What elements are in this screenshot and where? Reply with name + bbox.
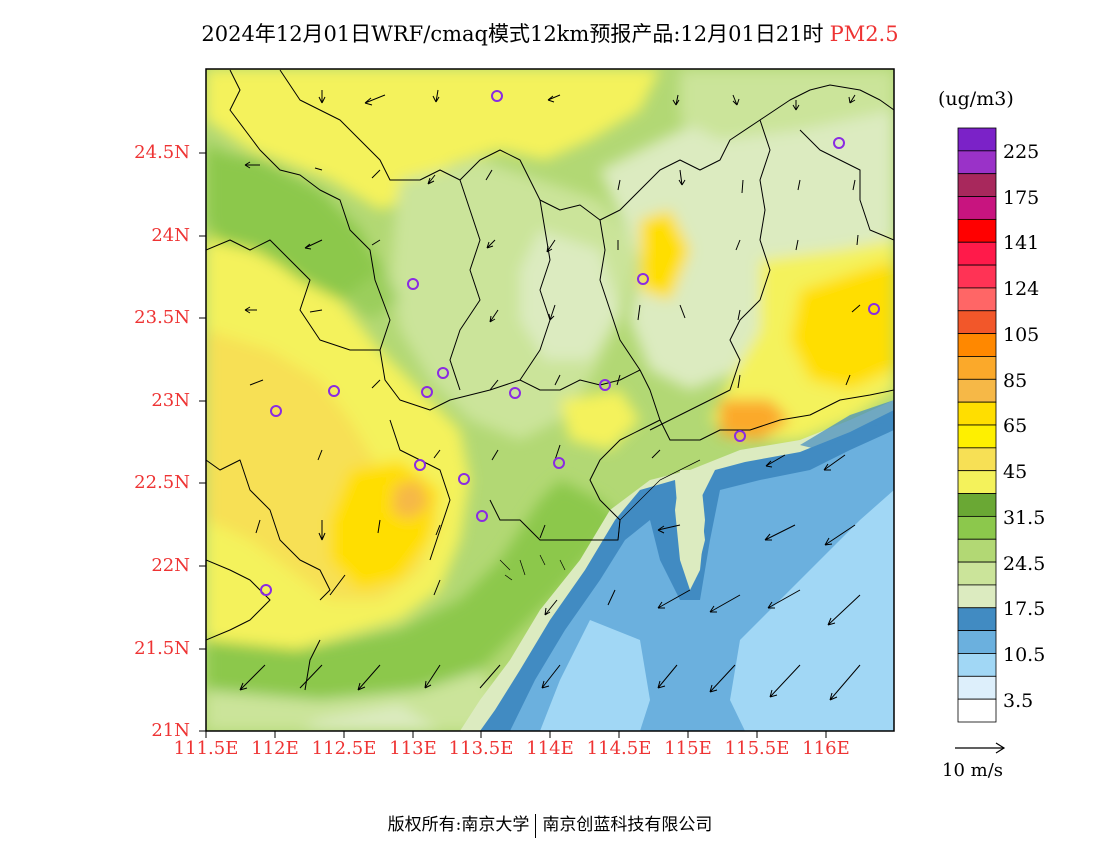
colorbar-swatch <box>957 378 997 403</box>
colorbar-swatch <box>957 584 997 609</box>
lon-tick-label: 116E <box>802 738 850 759</box>
lat-tick-label: 24N <box>151 225 190 246</box>
colorbar-label: 17.5 <box>1003 598 1046 620</box>
colorbar-label: 141 <box>1003 232 1040 254</box>
wind-reference-arrow <box>955 742 1006 754</box>
colorbar-swatch <box>957 653 997 677</box>
colorbar-swatch <box>957 241 997 266</box>
colorbar-swatch <box>957 127 997 152</box>
colorbar-swatch <box>957 173 997 197</box>
colorbar-units: (ug/m3) <box>938 88 1014 110</box>
colorbar-swatch <box>957 356 997 380</box>
colorbar-swatch <box>957 538 997 563</box>
colorbar-swatch <box>957 150 997 175</box>
colorbar-swatch <box>957 287 997 312</box>
lon-tick-label: 113.5E <box>448 738 514 759</box>
lat-tick-label: 23N <box>151 390 190 411</box>
lat-tick-label: 23.5N <box>134 307 190 328</box>
pollutant-label: PM2.5 <box>829 22 899 46</box>
lon-tick-label: 111.5E <box>173 738 239 759</box>
colorbar-swatch <box>957 698 997 723</box>
lon-tick-label: 115E <box>664 738 712 759</box>
colorbar-swatch <box>957 630 997 654</box>
copyright-text: 版权所有:南京大学 <box>387 815 530 835</box>
colorbar-label: 105 <box>1003 324 1040 346</box>
colorbar-swatch <box>957 333 997 357</box>
colorbar-swatch <box>957 264 997 289</box>
lon-tick-label: 112.5E <box>311 738 377 759</box>
colorbar-label: 175 <box>1003 187 1040 209</box>
wind-reference-label: 10 m/s <box>942 760 1003 781</box>
lat-tick-label: 22.5N <box>134 472 190 493</box>
colorbar-label: 65 <box>1003 415 1028 437</box>
lat-tick-label: 21N <box>151 720 190 741</box>
site-markers <box>260 90 880 596</box>
colorbar-swatch <box>957 424 997 449</box>
wind-arrow-field <box>239 89 861 701</box>
colorbar-label: 31.5 <box>1003 507 1046 529</box>
footer-divider <box>535 813 537 838</box>
colorbar-swatch <box>957 447 997 472</box>
colorbar-label: 10.5 <box>1003 644 1046 666</box>
lon-tick-label: 115.5E <box>724 738 790 759</box>
lon-tick-label: 112E <box>251 738 299 759</box>
title-text: 2024年12月01日WRF/cmaq模式12km预报产品:12月01日21时 <box>201 22 824 46</box>
colorbar-swatch <box>957 675 997 700</box>
colorbar-swatch <box>957 401 997 426</box>
lon-tick-label: 114E <box>526 738 574 759</box>
lat-tick-label: 21.5N <box>134 638 190 659</box>
colorbar-swatch <box>957 470 997 494</box>
colorbar-label: 225 <box>1003 141 1040 163</box>
map-title: 2024年12月01日WRF/cmaq模式12km预报产品:12月01日21时 P… <box>0 18 1100 48</box>
colorbar-label: 124 <box>1003 278 1040 300</box>
colorbar-swatch <box>957 561 997 586</box>
lon-tick-label: 114.5E <box>586 738 652 759</box>
lon-tick-label: 113E <box>389 738 437 759</box>
colorbar-swatch <box>957 218 997 243</box>
colorbar <box>957 127 997 723</box>
colorbar-swatch <box>957 607 997 632</box>
partner-text: 南京创蓝科技有限公司 <box>542 815 713 835</box>
colorbar-label: 45 <box>1003 461 1028 483</box>
lat-tick-label: 22N <box>151 555 190 576</box>
colorbar-label: 85 <box>1003 370 1028 392</box>
colorbar-label: 3.5 <box>1003 690 1034 712</box>
colorbar-swatch <box>957 515 997 540</box>
colorbar-swatch <box>957 310 997 335</box>
footer: 版权所有:南京大学 南京创蓝科技有限公司 <box>0 810 1100 838</box>
colorbar-label: 24.5 <box>1003 553 1046 575</box>
colorbar-swatch <box>957 493 997 517</box>
lat-tick-label: 24.5N <box>134 142 190 163</box>
colorbar-swatch <box>957 196 997 220</box>
